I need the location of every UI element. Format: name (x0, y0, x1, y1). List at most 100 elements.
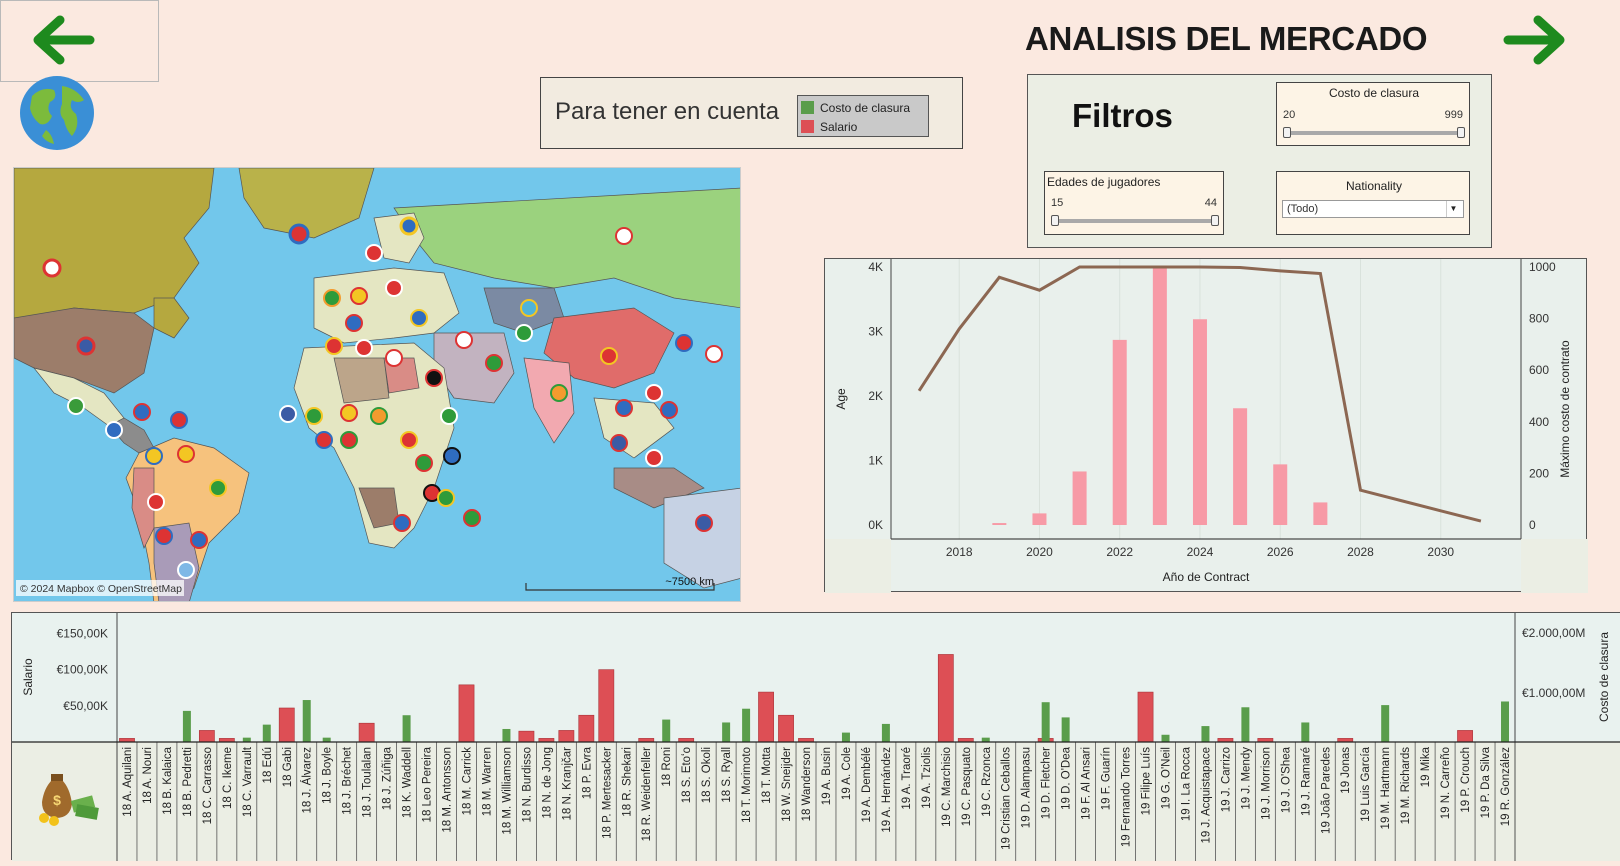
bar-series[interactable] (992, 267, 1328, 525)
map-country-canada[interactable] (14, 168, 215, 319)
flag-marker[interactable] (42, 258, 62, 278)
flag-marker[interactable] (600, 347, 618, 365)
flag-marker[interactable] (485, 354, 503, 372)
bar-costo-clasura[interactable] (1501, 701, 1510, 742)
flag-marker[interactable] (393, 514, 411, 532)
flag-marker[interactable] (209, 479, 227, 497)
bar-costo-clasura[interactable] (881, 723, 890, 742)
bar-year-2027[interactable] (1313, 502, 1328, 525)
bar-costo-clasura[interactable] (1201, 726, 1210, 742)
bar-costo-clasura[interactable] (322, 737, 331, 742)
bar-year-2021[interactable] (1072, 471, 1087, 525)
flag-marker[interactable] (515, 324, 533, 342)
costo-slider-track[interactable] (1287, 131, 1461, 135)
flag-marker[interactable] (610, 434, 628, 452)
map-country-russia[interactable] (393, 187, 741, 309)
flag-marker[interactable] (279, 405, 297, 423)
bar-costo-clasura[interactable] (742, 708, 751, 742)
flag-marker[interactable] (323, 289, 341, 307)
map-country-australia[interactable] (663, 487, 741, 589)
bar-year-2023[interactable] (1152, 267, 1167, 525)
map-canvas[interactable]: © 2024 Mapbox © OpenStreetMap ~7500 km (14, 168, 741, 602)
map-flag-markers[interactable] (42, 216, 723, 579)
flag-marker[interactable] (145, 447, 163, 465)
bar-costo-clasura[interactable] (242, 737, 251, 742)
costo-slider-min-handle[interactable] (1283, 127, 1291, 138)
bar-salario[interactable] (278, 707, 295, 743)
bar-costo-clasura[interactable] (1381, 705, 1390, 742)
flag-marker[interactable] (615, 227, 633, 245)
bar-costo-clasura[interactable] (662, 719, 671, 742)
flag-marker[interactable] (675, 334, 693, 352)
flag-marker[interactable] (350, 287, 368, 305)
bar-year-2019[interactable] (992, 523, 1007, 525)
flag-marker[interactable] (415, 454, 433, 472)
flag-marker[interactable] (410, 309, 428, 327)
bar-year-2025[interactable] (1233, 408, 1248, 525)
bar-salario[interactable] (358, 722, 375, 743)
flag-marker[interactable] (455, 331, 473, 349)
map-country-greenland[interactable] (238, 168, 375, 239)
legend-item-salario[interactable]: Salario (801, 117, 925, 136)
flag-marker[interactable] (365, 244, 383, 262)
bar-salario[interactable] (1137, 691, 1154, 743)
bar-costo-clasura[interactable] (1061, 717, 1070, 742)
flag-marker[interactable] (425, 369, 443, 387)
map-region-africa[interactable] (293, 342, 455, 549)
legend-item-costo[interactable]: Costo de clasura (801, 98, 925, 117)
bar-salario[interactable] (198, 730, 215, 743)
map-country-peru[interactable] (131, 467, 155, 549)
map-region[interactable] (153, 297, 190, 339)
bar-salario[interactable] (758, 691, 774, 743)
flag-marker[interactable] (645, 449, 663, 467)
line-series[interactable] (917, 265, 1482, 523)
flag-marker[interactable] (463, 509, 481, 527)
flag-marker[interactable] (340, 404, 358, 422)
bar-salario[interactable] (598, 669, 615, 743)
bar-year-2022[interactable] (1112, 339, 1127, 525)
edades-slider-min-handle[interactable] (1051, 215, 1059, 226)
bar-salario[interactable] (558, 730, 575, 743)
bar-year-2026[interactable] (1273, 464, 1288, 525)
bar-costo-clasura[interactable] (262, 724, 271, 742)
bar-salario[interactable] (458, 684, 475, 743)
flag-marker[interactable] (133, 403, 151, 421)
map-country-india[interactable] (523, 357, 575, 444)
bar-costo-clasura[interactable] (502, 728, 511, 742)
flag-marker[interactable] (190, 531, 208, 549)
contract-year-chart-svg[interactable]: 2018 2020 2022 2024 2026 2028 2030 0K1K2K3K4K … (825, 259, 1588, 593)
flag-marker[interactable] (705, 345, 723, 363)
flag-marker[interactable] (177, 445, 195, 463)
world-map[interactable]: © 2024 Mapbox © OpenStreetMap ~7500 km (13, 167, 741, 602)
bar-costo-clasura[interactable] (182, 710, 191, 742)
costo-slider-max-handle[interactable] (1457, 127, 1465, 138)
bar-costo-clasura[interactable] (841, 732, 850, 742)
flag-marker[interactable] (400, 431, 418, 449)
chevron-down-icon[interactable]: ▼ (1446, 201, 1460, 217)
flag-marker[interactable] (615, 399, 633, 417)
flag-marker[interactable] (385, 279, 403, 297)
flag-marker[interactable] (443, 447, 461, 465)
bar-year-2020[interactable] (1032, 513, 1047, 525)
flag-marker[interactable] (325, 337, 343, 355)
bar-costo-clasura[interactable] (1301, 722, 1310, 742)
edades-slider-max-handle[interactable] (1211, 215, 1219, 226)
flag-marker[interactable] (105, 421, 123, 439)
flag-marker[interactable] (520, 299, 538, 317)
players-bar-chart-svg[interactable]: 18 A. Aquilani 18 A. Nouri 18 B. Kalaica 18… (12, 613, 1620, 861)
flag-marker[interactable] (76, 336, 96, 356)
bar-salario[interactable] (518, 730, 535, 743)
flag-marker[interactable] (399, 216, 419, 236)
bar-costo-clasura[interactable] (981, 737, 990, 742)
flag-marker[interactable] (370, 407, 388, 425)
flag-marker[interactable] (695, 514, 713, 532)
flag-marker[interactable] (355, 339, 373, 357)
player-bars[interactable] (119, 654, 1510, 743)
flag-marker[interactable] (177, 561, 195, 579)
flag-marker[interactable] (385, 349, 403, 367)
flag-marker[interactable] (155, 527, 173, 545)
flag-marker[interactable] (660, 401, 678, 419)
bar-salario[interactable] (1457, 730, 1473, 743)
flag-marker[interactable] (345, 314, 363, 332)
flag-marker[interactable] (440, 407, 458, 425)
